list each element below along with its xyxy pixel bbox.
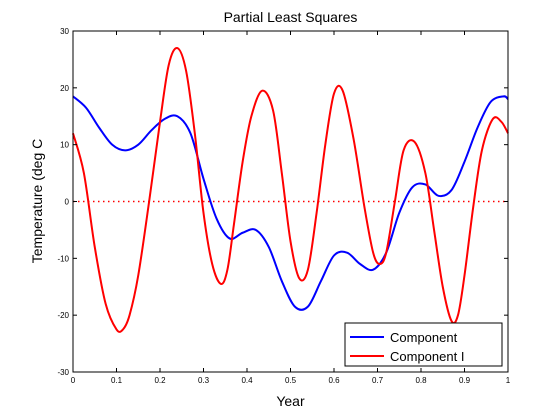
x-tick-label: 0.7: [372, 376, 384, 385]
x-tick-label: 1: [506, 376, 511, 385]
x-tick-label: 0.9: [459, 376, 471, 385]
legend-label-component-i: Component I: [390, 349, 464, 364]
y-tick-label: 20: [60, 84, 69, 93]
x-axis: 0 0.1 0.2 0.3 0.4 0.5 0.6 0.7 0.8 0.9 1: [71, 31, 511, 385]
x-tick-label: 0.1: [111, 376, 123, 385]
y-tick-label: 0: [65, 198, 70, 207]
series-line-component-i: [72, 47, 509, 333]
x-tick-label: 0.2: [154, 376, 166, 385]
series-layer: [72, 47, 509, 333]
legend-label-component: Component: [390, 330, 458, 345]
y-axis: -30 -20 -10 0 10 20 30: [57, 27, 508, 377]
x-tick-label: 0.8: [415, 376, 427, 385]
y-tick-label: -20: [57, 311, 69, 320]
x-tick-label: 0.6: [328, 376, 340, 385]
legend: Component Component I: [344, 322, 503, 367]
chart-title: Partial Least Squares: [224, 9, 358, 25]
x-tick-label: 0.3: [198, 376, 210, 385]
y-tick-label: -10: [57, 254, 69, 263]
x-tick-label: 0: [71, 376, 76, 385]
y-axis-label: Temperature (deg C: [29, 139, 45, 264]
x-tick-label: 0.5: [285, 376, 297, 385]
x-tick-label: 0.4: [241, 376, 253, 385]
y-tick-label: 30: [60, 27, 69, 36]
y-tick-label: -30: [57, 368, 69, 377]
plot-area: [73, 31, 508, 372]
series-line-component: [72, 95, 509, 311]
legend-box: [344, 322, 503, 367]
x-axis-label: Year: [276, 393, 305, 409]
y-tick-label: 10: [60, 141, 69, 150]
